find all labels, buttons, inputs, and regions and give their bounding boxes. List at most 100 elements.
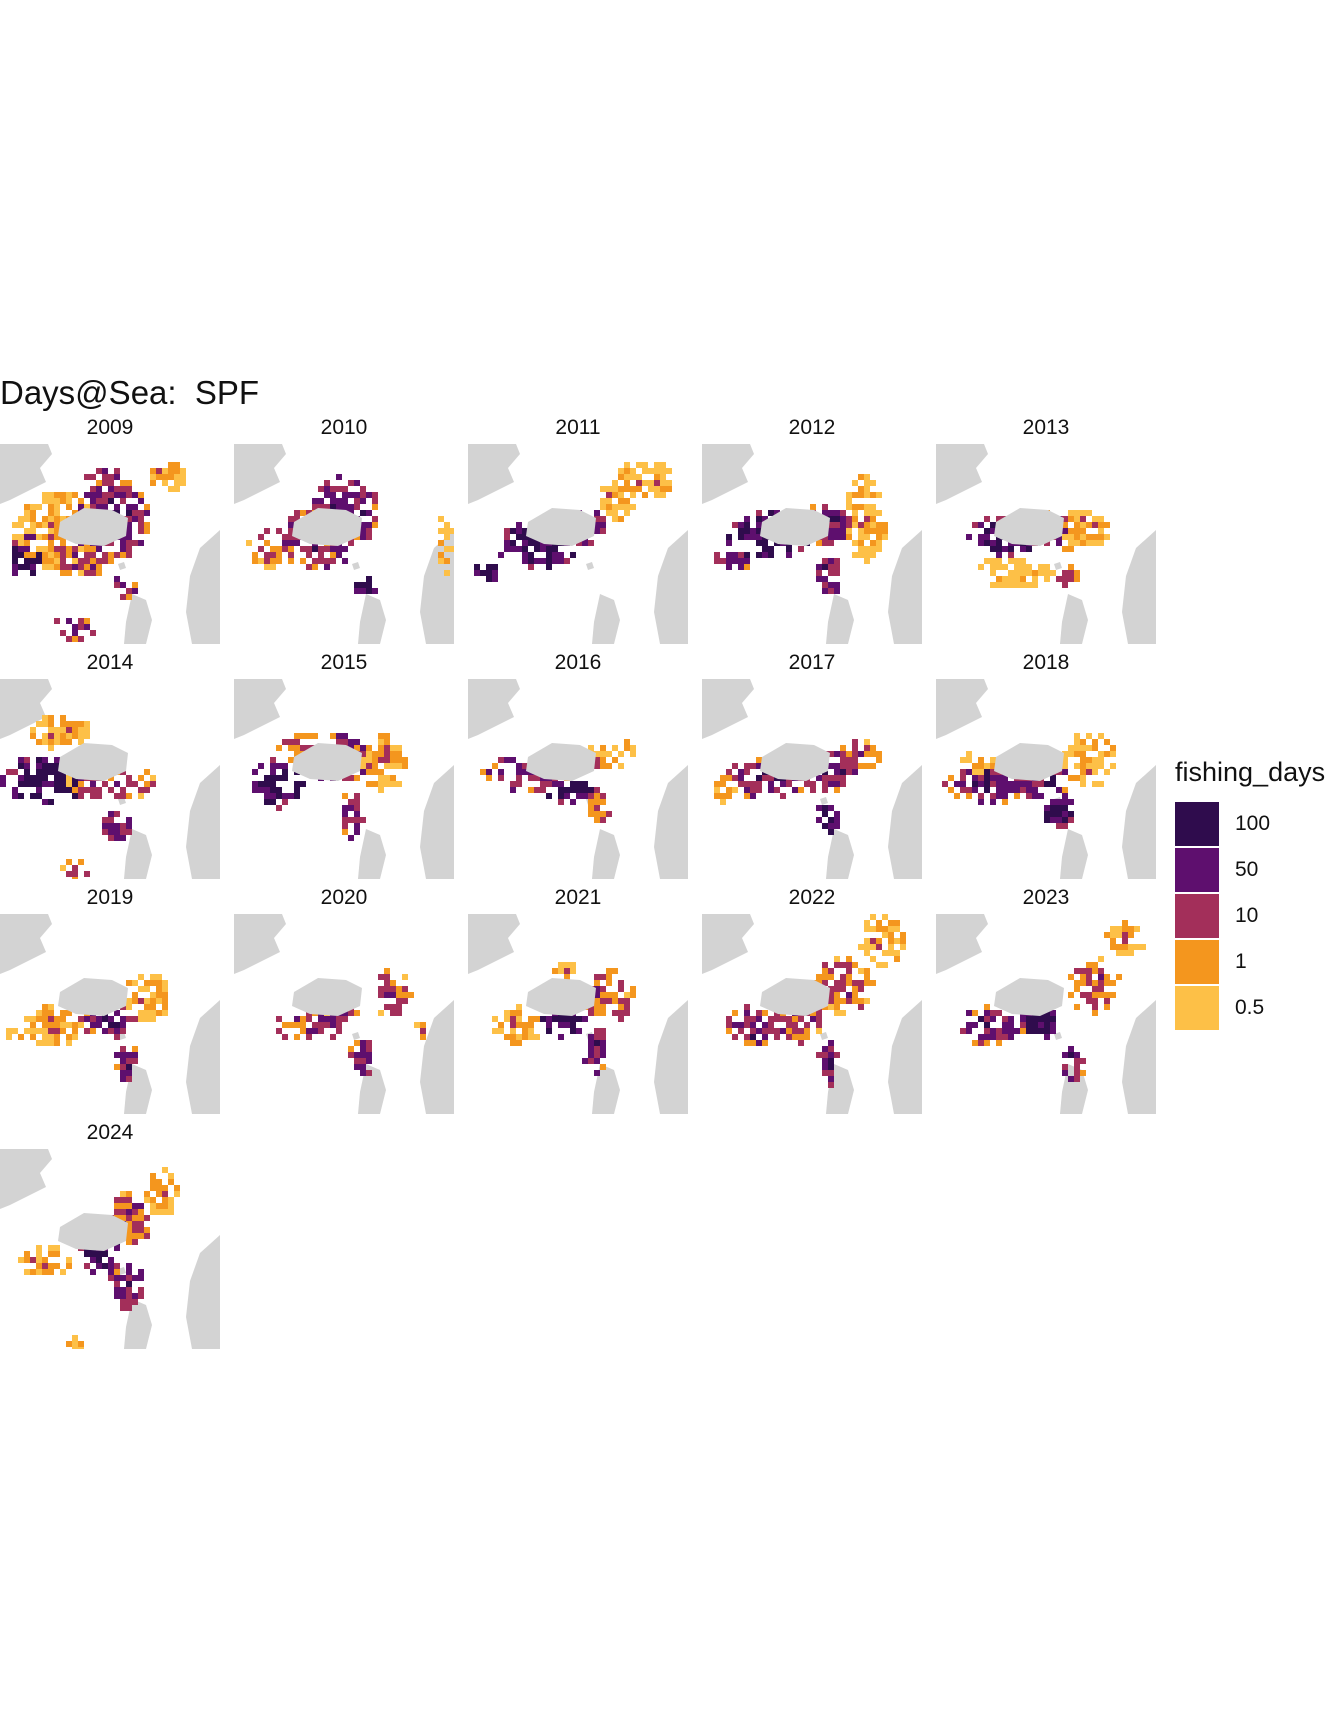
fishing-cell	[258, 534, 264, 540]
fishing-cell	[414, 1022, 420, 1028]
fishing-cell	[720, 799, 726, 805]
fishing-cell	[1104, 998, 1110, 1004]
fishing-cell	[744, 558, 750, 564]
fishing-cell	[510, 540, 516, 546]
fishing-cell	[534, 558, 540, 564]
fishing-cell	[72, 546, 78, 552]
fishing-cell	[84, 570, 90, 576]
fishing-cell	[852, 980, 858, 986]
fishing-cell	[354, 1058, 360, 1064]
fishing-cell	[1014, 576, 1020, 582]
fishing-cell	[1068, 1052, 1074, 1058]
fishing-cell	[828, 510, 834, 516]
fishing-cell	[612, 757, 618, 763]
fishing-cell	[246, 540, 252, 546]
fishing-cell	[726, 775, 732, 781]
fishing-cell	[294, 745, 300, 751]
fishing-cell	[798, 1028, 804, 1034]
fishing-cell	[1104, 980, 1110, 986]
fishing-cell	[822, 1052, 828, 1058]
fishing-cell	[264, 799, 270, 805]
fishing-cell	[396, 763, 402, 769]
fishing-cell	[168, 486, 174, 492]
map-svg	[702, 914, 922, 1114]
fishing-cell	[1026, 781, 1032, 787]
fishing-cell	[966, 757, 972, 763]
fishing-cell	[60, 546, 66, 552]
land-iceland	[760, 978, 830, 1016]
fishing-cell	[558, 1034, 564, 1040]
fishing-cell	[852, 739, 858, 745]
fishing-cells	[12, 462, 186, 642]
fishing-cell	[768, 787, 774, 793]
fishing-cell	[60, 1269, 66, 1275]
fishing-cell	[342, 805, 348, 811]
fishing-cell	[402, 986, 408, 992]
fishing-cell	[72, 1335, 78, 1341]
fishing-cell	[1104, 1004, 1110, 1010]
fishing-cell	[600, 1004, 606, 1010]
fishing-cell	[1086, 534, 1092, 540]
fishing-cells	[18, 1167, 180, 1349]
fishing-cell	[588, 745, 594, 751]
fishing-cell	[1050, 811, 1056, 817]
fishing-cell	[1008, 1028, 1014, 1034]
fishing-cell	[882, 950, 888, 956]
fishing-cell	[828, 522, 834, 528]
fishing-cell	[600, 745, 606, 751]
fishing-cell	[162, 480, 168, 486]
fishing-cell	[594, 1004, 600, 1010]
fishing-cell	[180, 468, 186, 474]
fishing-cell	[42, 715, 48, 721]
fishing-cell	[150, 1173, 156, 1179]
fishing-cell	[276, 558, 282, 564]
fishing-cell	[510, 1022, 516, 1028]
land-faroe	[352, 1032, 360, 1040]
fishing-cell	[606, 486, 612, 492]
fishing-cell	[42, 1004, 48, 1010]
fishing-cell	[1074, 739, 1080, 745]
fishing-cell	[324, 558, 330, 564]
fishing-cell	[1122, 926, 1128, 932]
fishing-cell	[54, 516, 60, 522]
fishing-cell	[828, 528, 834, 534]
fishing-cell	[288, 522, 294, 528]
facet-panel-2010: 2010	[234, 416, 454, 644]
fishing-cell	[108, 498, 114, 504]
fishing-cell	[1068, 528, 1074, 534]
fishing-cell	[600, 1064, 606, 1070]
fishing-cell	[546, 793, 552, 799]
fishing-cell	[948, 775, 954, 781]
fishing-cell	[942, 781, 948, 787]
fishing-cell	[558, 799, 564, 805]
fishing-cell	[1026, 570, 1032, 576]
fishing-cell	[42, 769, 48, 775]
facet-strip-label: 2023	[1022, 886, 1070, 909]
fishing-cell	[498, 769, 504, 775]
fishing-cell	[138, 1275, 144, 1281]
fishing-cell	[594, 799, 600, 805]
fishing-cell	[30, 1022, 36, 1028]
legend-label: 100	[1235, 812, 1271, 835]
fishing-cell	[72, 624, 78, 630]
fishing-cell	[1062, 751, 1068, 757]
fishing-cell	[24, 1251, 30, 1257]
fishing-cell	[24, 1016, 30, 1022]
fishing-cell	[162, 1167, 168, 1173]
fishing-cell	[1074, 745, 1080, 751]
fishing-cell	[978, 757, 984, 763]
fishing-cell	[888, 932, 894, 938]
fishing-cell	[618, 498, 624, 504]
fishing-cell	[66, 859, 72, 865]
fishing-cell	[66, 1263, 72, 1269]
fishing-cell	[792, 1016, 798, 1022]
fishing-cell	[960, 775, 966, 781]
fishing-cell	[1074, 763, 1080, 769]
fishing-cell	[30, 1269, 36, 1275]
fishing-cell	[726, 540, 732, 546]
fishing-cell	[30, 793, 36, 799]
land-norway	[1122, 765, 1156, 879]
fishing-cell	[114, 492, 120, 498]
legend-swatch	[1175, 894, 1219, 938]
fishing-cell	[1014, 781, 1020, 787]
